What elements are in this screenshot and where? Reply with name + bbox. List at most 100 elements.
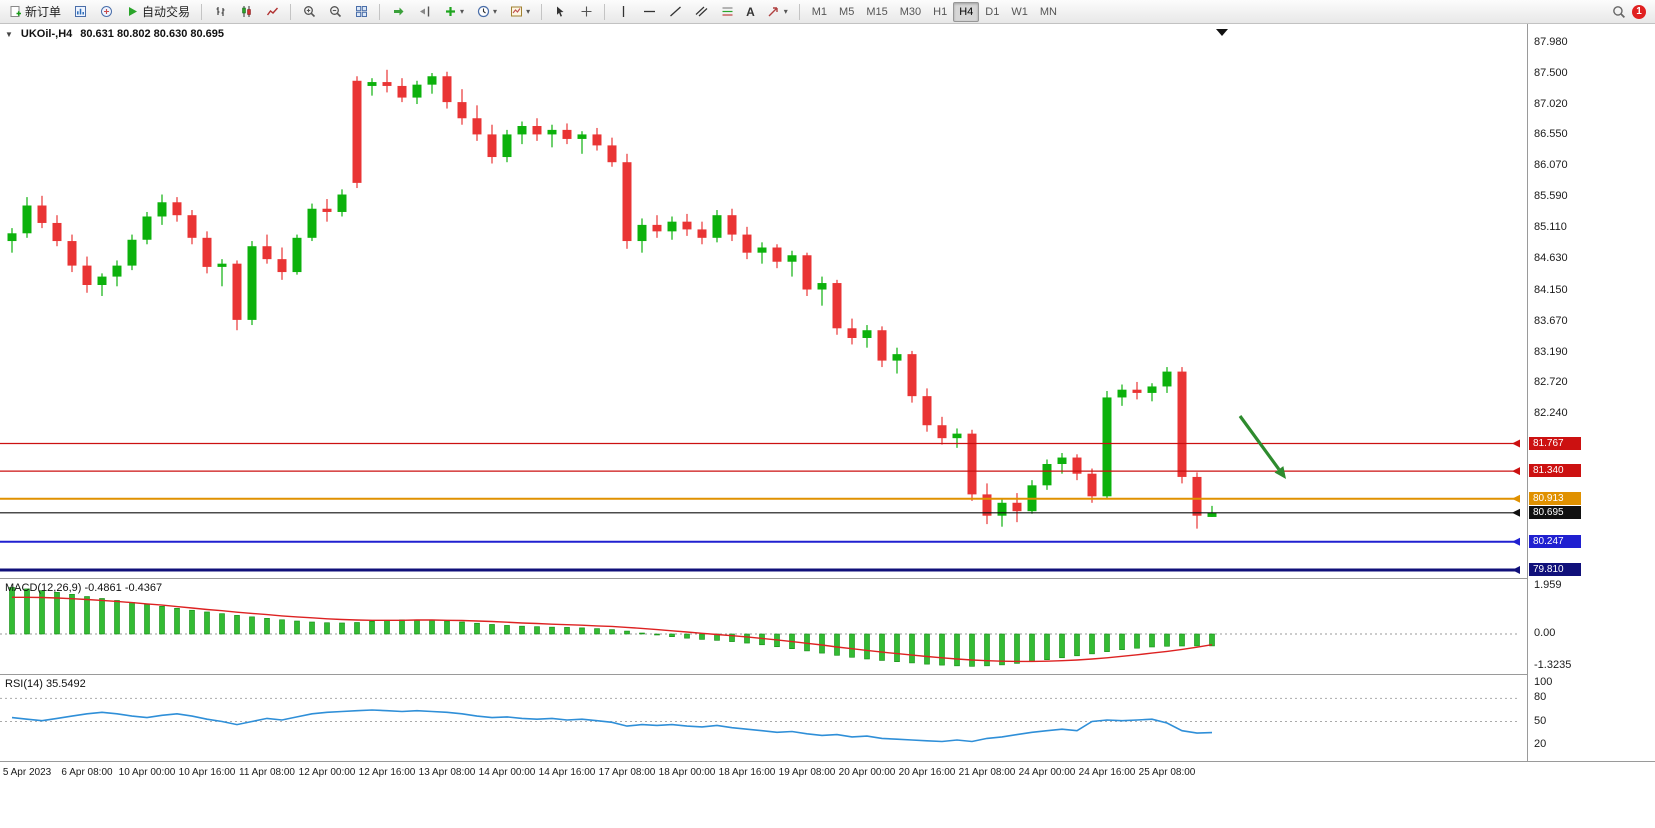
timeframe-button-d1[interactable]: D1 [985, 5, 1000, 18]
timeframe-button-w1[interactable]: W1 [1011, 5, 1028, 18]
macd-histogram-bar [84, 596, 90, 635]
price-axis-tick: 84.150 [1534, 283, 1568, 296]
timeframe-button-m15[interactable]: M15 [866, 5, 888, 18]
candle-body [127, 239, 137, 266]
scroll-to-end-marker[interactable] [1216, 29, 1228, 36]
macd-histogram-bar [654, 633, 660, 636]
notification-badge[interactable]: 1 [1632, 4, 1646, 19]
price-axis-tick: 82.240 [1534, 406, 1568, 419]
macd-histogram-bar [534, 626, 540, 635]
candle-body [517, 126, 527, 135]
time-axis[interactable]: 5 Apr 2023 6 Apr 08:00 10 Apr 00:00 10 Apr … [0, 761, 1655, 784]
toolbar-right-group: 1 [1612, 4, 1652, 19]
fibonacci-tool-button[interactable] [715, 1, 739, 23]
time-axis-tick: 13 Apr 08:00 [418, 767, 476, 778]
auto-trading-icon [125, 5, 139, 19]
macd-histogram-bar [1029, 633, 1035, 662]
macd-canvas[interactable] [0, 579, 1527, 674]
candle-body [1012, 502, 1022, 512]
zoom-in-icon [302, 5, 316, 19]
timeframe-button-mn[interactable]: MN [1039, 5, 1057, 18]
rsi-axis-tick: 100 [1534, 676, 1553, 688]
hline-arrow-marker [1512, 494, 1520, 503]
rsi-label: RSI(14) 35.5492 [5, 678, 86, 690]
crosshair-button[interactable] [574, 1, 598, 23]
rsi-axis-tick: 20 [1534, 737, 1547, 750]
macd-histogram-bar [264, 618, 270, 635]
main-chart-canvas[interactable] [0, 24, 1527, 578]
price-axis-tick: 85.110 [1534, 221, 1567, 234]
macd-histogram-bar [879, 633, 885, 661]
timeframe-button-h4[interactable]: H4 [953, 1, 980, 22]
candle-body [82, 265, 92, 285]
macd-histogram-bar [639, 632, 645, 635]
chart-shift-button[interactable] [412, 1, 436, 23]
rsi-canvas[interactable] [0, 675, 1527, 761]
candle-body [232, 263, 242, 320]
price-axis-tick: 82.720 [1534, 375, 1568, 388]
macd-histogram-bar [924, 633, 930, 665]
new-order-button[interactable]: 新订单 [3, 1, 66, 23]
candle-body [37, 205, 47, 223]
indicators-button[interactable]: ▾ [438, 1, 469, 23]
macd-histogram-bar [24, 588, 30, 635]
auto-trading-button[interactable]: 自动交易 [120, 1, 195, 23]
rsi-panel[interactable]: RSI(14) 35.5492 [0, 674, 1527, 761]
timeframe-button-m1[interactable]: M1 [811, 5, 828, 18]
candle-body [202, 237, 212, 267]
macd-histogram-bar [864, 633, 870, 660]
macd-panel[interactable]: MACD(12,26,9) -0.4861 -0.4367 [0, 578, 1527, 674]
market-watch-button[interactable] [68, 1, 92, 23]
macd-histogram-bar [609, 629, 615, 635]
macd-histogram-bar [429, 619, 435, 635]
macd-histogram-bar [114, 600, 120, 635]
template-icon [509, 5, 523, 19]
trend-arrow-annotation[interactable] [1238, 415, 1281, 471]
bar-chart-mode-button[interactable] [208, 1, 232, 23]
price-tag: 80.913 [1529, 491, 1581, 505]
tile-windows-button[interactable] [349, 1, 373, 23]
candle-body [277, 259, 287, 273]
hline-arrow-marker [1512, 439, 1520, 448]
timeframe-button-m5[interactable]: M5 [839, 5, 855, 18]
candle-body [97, 276, 107, 285]
time-axis-tick: 10 Apr 16:00 [178, 767, 236, 778]
zoom-out-button[interactable] [323, 1, 347, 23]
macd-histogram-bar [9, 587, 15, 635]
text-tool-button[interactable]: A [741, 1, 760, 23]
toolbar-separator [201, 3, 203, 20]
macd-histogram-bar [1164, 633, 1170, 647]
timeframe-button-h1[interactable]: H1 [933, 5, 948, 18]
auto-scroll-button[interactable] [386, 1, 410, 23]
candlestick-icon [239, 5, 253, 19]
channel-tool-button[interactable] [689, 1, 713, 23]
candlestick-mode-button[interactable] [234, 1, 258, 23]
trendline-tool-button[interactable] [663, 1, 687, 23]
one-click-trading-toggle[interactable]: ▼ [5, 29, 13, 39]
macd-histogram-bar [339, 622, 345, 635]
candle-body [142, 216, 152, 240]
main-chart-panel[interactable]: ▼ UKOil-,H4 80.631 80.802 80.630 80.695 [0, 24, 1527, 578]
search-icon[interactable] [1612, 5, 1626, 19]
candle-body [727, 215, 737, 235]
horizontal-line-tool-button[interactable] [637, 1, 661, 23]
data-window-button[interactable] [94, 1, 118, 23]
candle-body [442, 76, 452, 103]
candle-body [307, 208, 317, 238]
periods-button[interactable]: ▾ [471, 1, 502, 23]
candle-body [1162, 371, 1172, 387]
candle-body [412, 84, 422, 98]
candle-body [52, 222, 62, 242]
arrow-tools-button[interactable]: ▾ [762, 1, 793, 23]
price-tag: 80.247 [1529, 534, 1581, 548]
toolbar-separator [604, 3, 606, 20]
timeframe-button-m30[interactable]: M30 [899, 5, 922, 18]
macd-histogram-bar [729, 633, 735, 642]
zoom-in-button[interactable] [297, 1, 321, 23]
candle-body [157, 202, 167, 217]
price-axis[interactable]: 87.980 87.500 87.020 86.550 86.070 85.590 85.1… [1527, 24, 1655, 761]
line-chart-mode-button[interactable] [260, 1, 284, 23]
cursor-button[interactable] [548, 1, 572, 23]
vertical-line-tool-button[interactable] [611, 1, 635, 23]
templates-button[interactable]: ▾ [504, 1, 535, 23]
